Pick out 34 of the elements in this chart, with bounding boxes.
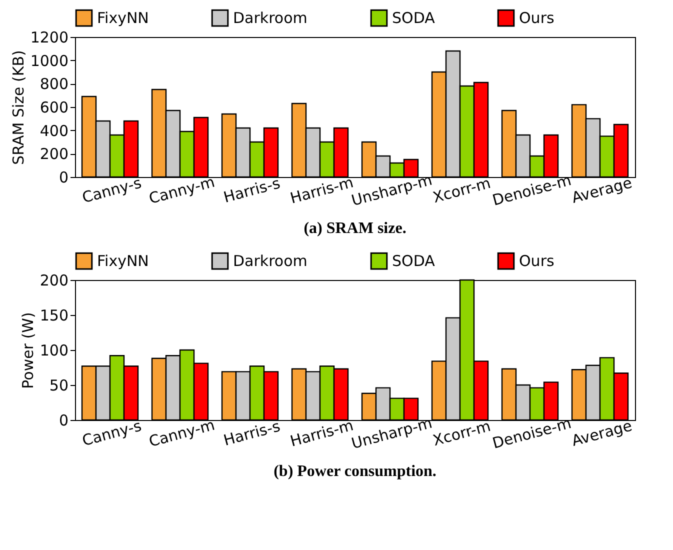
- x-tick-label: Harris-s: [222, 417, 282, 450]
- y-tick-label: 0: [58, 412, 68, 430]
- y-axis-title: Power (W): [18, 312, 37, 389]
- legend-label: FixyNN: [97, 252, 149, 270]
- y-tick-label: 150: [40, 306, 68, 324]
- y-tick-label: 1200: [30, 28, 68, 46]
- legend-label: FixyNN: [97, 9, 149, 28]
- x-tick-label: Average: [570, 416, 634, 450]
- y-tick-label: 0: [58, 168, 68, 186]
- x-tick-label: Average: [570, 174, 634, 207]
- y-tick-label: 400: [40, 122, 68, 140]
- legend-label: Darkroom: [233, 9, 308, 28]
- y-tick-label: 1000: [30, 52, 68, 70]
- x-tick-label: Canny-s: [80, 174, 144, 207]
- x-tick-label: Canny-m: [146, 416, 217, 451]
- legend-label: Darkroom: [233, 252, 308, 270]
- x-tick-label: Harris-s: [222, 174, 282, 206]
- y-tick-label: 200: [40, 272, 68, 290]
- x-tick-label: Xcorr-m: [431, 416, 493, 450]
- text: (b) Power consumption.: [274, 463, 436, 480]
- text: (a) SRAM size.: [304, 220, 406, 238]
- y-tick-label: 600: [40, 98, 68, 116]
- legend-label: SODA: [392, 9, 436, 28]
- legend-label: Ours: [519, 9, 554, 28]
- y-tick-label: 50: [49, 376, 68, 394]
- y-tick-label: 800: [40, 75, 68, 94]
- legend-label: SODA: [392, 252, 436, 270]
- y-tick-label: 200: [40, 145, 68, 164]
- legend-label: Ours: [519, 252, 554, 270]
- x-tick-label: Canny-m: [146, 172, 217, 208]
- y-axis-title: SRAM Size (KB): [9, 50, 28, 165]
- y-tick-label: 100: [40, 342, 68, 360]
- x-tick-label: Xcorr-m: [431, 174, 493, 207]
- x-tick-label: Canny-s: [80, 416, 144, 450]
